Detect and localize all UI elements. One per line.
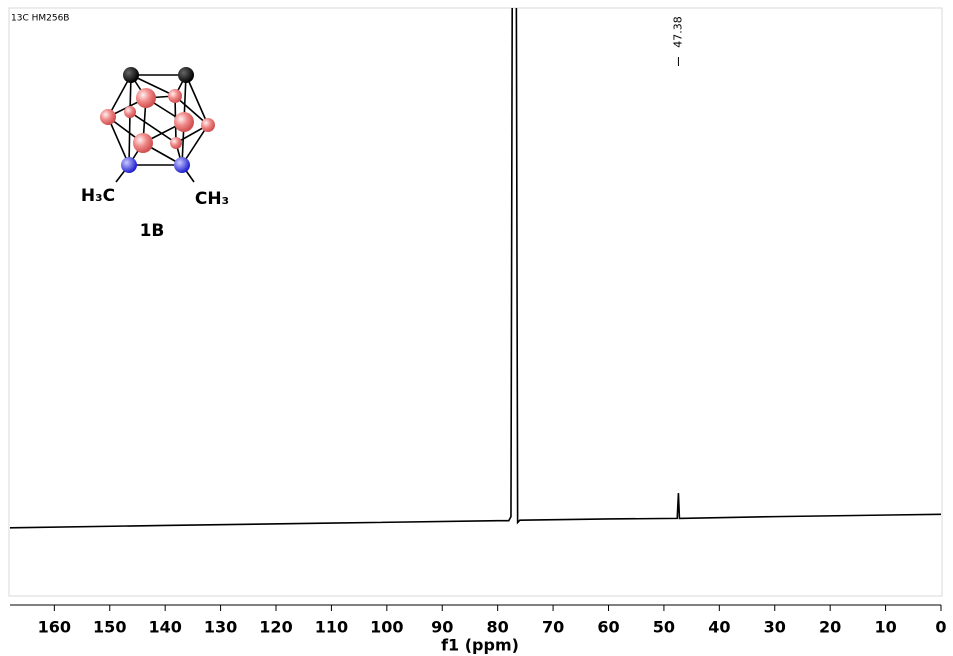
chart-title: 13C HM256B <box>11 14 69 24</box>
molecule <box>100 67 215 182</box>
x-tick-label: 150 <box>93 618 126 637</box>
compound-label: 1B <box>140 221 165 241</box>
x-tick-label: 50 <box>653 618 675 637</box>
x-tick-label: 100 <box>370 618 403 637</box>
spectrum-line <box>10 0 941 528</box>
x-tick-label: 80 <box>487 618 509 637</box>
x-tick-label: 120 <box>259 618 292 637</box>
x-tick-label: 30 <box>764 618 786 637</box>
group-label: H₃C <box>81 186 115 206</box>
x-axis-label: f1 (ppm) <box>441 636 519 655</box>
plot-area <box>10 0 941 528</box>
x-tick-label: 0 <box>935 618 946 637</box>
x-tick-label: 90 <box>431 618 453 637</box>
x-tick-label: 70 <box>542 618 564 637</box>
x-tick-label: 10 <box>874 618 896 637</box>
x-tick-label: 20 <box>819 618 841 637</box>
x-tick-label: 160 <box>38 618 71 637</box>
x-tick-label: 140 <box>148 618 181 637</box>
chart: 13C HM256B H₃C CH₃ 1B f1 (ppm) 160 150 140… <box>0 0 953 656</box>
x-tick-label: 130 <box>204 618 237 637</box>
x-tick-label: 110 <box>315 618 348 637</box>
x-tick-label: 40 <box>708 618 730 637</box>
group-label: CH₃ <box>195 189 229 209</box>
peak-label: 47.38 <box>671 16 684 48</box>
x-tick-label: 60 <box>597 618 619 637</box>
